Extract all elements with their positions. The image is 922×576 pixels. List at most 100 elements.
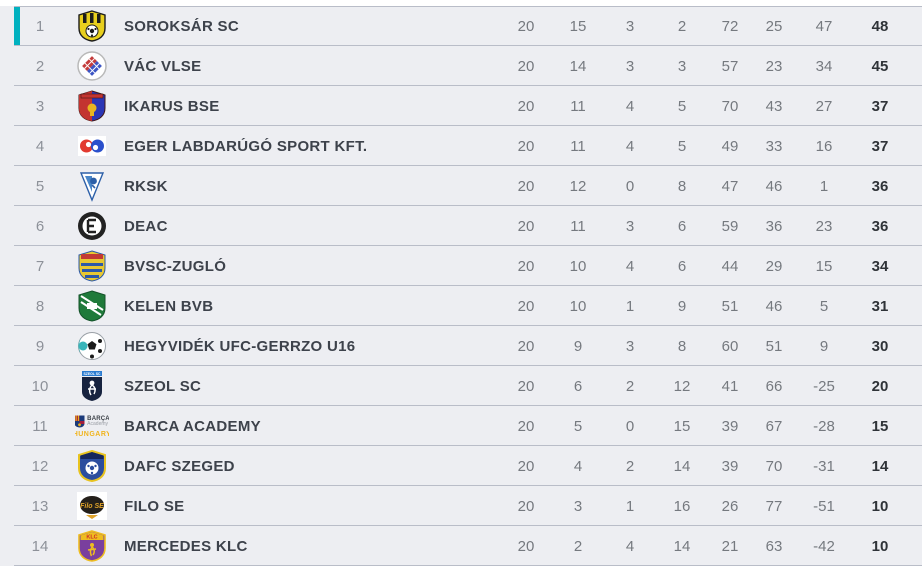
stat-goals-against: 63 bbox=[765, 537, 783, 555]
stat-points: 37 bbox=[871, 137, 889, 155]
stat-goal-difference: 1 bbox=[819, 177, 829, 195]
stats-group: 20 12 0 8 47 46 1 36 bbox=[500, 178, 908, 195]
stats-group: 20 6 2 12 41 66 -25 20 bbox=[500, 378, 908, 395]
stat-played: 20 bbox=[517, 57, 535, 75]
stat-played: 20 bbox=[517, 537, 535, 555]
stat-draws: 4 bbox=[625, 137, 635, 155]
stat-draws: 0 bbox=[625, 417, 635, 435]
hegyvidek-ufc-crest bbox=[75, 329, 109, 363]
stat-goals-for: 26 bbox=[721, 497, 739, 515]
ikarus-bse-crest bbox=[75, 89, 109, 123]
team-name[interactable]: VÁC VLSE bbox=[124, 57, 202, 75]
table-row[interactable]: 7 BVSC-ZUGLÓ 20 10 4 6 44 29 15 34 bbox=[0, 246, 922, 286]
stat-wins: 9 bbox=[573, 337, 583, 355]
team-name[interactable]: EGER LABDARÚGÓ SPORT KFT. bbox=[124, 137, 368, 155]
stat-wins: 11 bbox=[570, 137, 586, 155]
table-row[interactable]: 13 Filo SE FILO SE 20 3 1 16 26 77 -51 1… bbox=[0, 486, 922, 526]
stat-draws: 1 bbox=[625, 497, 635, 515]
stat-goals-for: 21 bbox=[721, 537, 739, 555]
stat-points: 10 bbox=[871, 537, 889, 555]
stat-points: 36 bbox=[871, 177, 889, 195]
stat-wins: 15 bbox=[569, 17, 587, 35]
stat-losses: 8 bbox=[677, 177, 687, 195]
team-name[interactable]: RKSK bbox=[124, 177, 168, 195]
stat-wins: 3 bbox=[573, 497, 583, 515]
stat-draws: 3 bbox=[625, 57, 635, 75]
svg-text:KLC: KLC bbox=[86, 535, 97, 541]
table-row[interactable]: 11 BARÇA Academy HUNGARY BARCA ACADEMY 20 … bbox=[0, 406, 922, 446]
table-row[interactable]: 8 KELEN BVB 20 10 1 9 51 46 5 31 bbox=[0, 286, 922, 326]
position-number: 13 bbox=[31, 497, 49, 515]
stat-points: 37 bbox=[871, 97, 889, 115]
stat-wins: 10 bbox=[569, 297, 587, 315]
position-number: 5 bbox=[35, 177, 45, 195]
stat-losses: 16 bbox=[673, 497, 691, 515]
table-row[interactable]: 9 HEGYVIDÉK UFC-GERRZO U16 20 9 3 8 60 5… bbox=[0, 326, 922, 366]
team-name[interactable]: MERCEDES KLC bbox=[124, 537, 248, 555]
stat-goals-against: 29 bbox=[765, 257, 783, 275]
stat-goals-for: 57 bbox=[721, 57, 739, 75]
table-row[interactable]: 1 SOROKSÁR SC 20 15 3 2 72 25 47 48 bbox=[0, 6, 922, 46]
table-row[interactable]: 12 DAFC SZEGED 20 4 2 14 39 70 -31 14 bbox=[0, 446, 922, 486]
stat-goal-difference: 9 bbox=[819, 337, 829, 355]
stat-played: 20 bbox=[517, 257, 535, 275]
stat-wins: 12 bbox=[569, 177, 587, 195]
stat-wins: 2 bbox=[573, 537, 583, 555]
stat-goals-against: 23 bbox=[765, 57, 783, 75]
stat-goals-against: 70 bbox=[765, 457, 783, 475]
stat-losses: 15 bbox=[673, 417, 691, 435]
stat-goals-for: 59 bbox=[721, 217, 739, 235]
stat-draws: 4 bbox=[625, 537, 635, 555]
kelen-crest bbox=[75, 289, 109, 323]
position-number: 6 bbox=[35, 217, 45, 235]
team-name[interactable]: IKARUS BSE bbox=[124, 97, 220, 115]
stat-goals-for: 60 bbox=[721, 337, 739, 355]
stat-goal-difference: -28 bbox=[813, 417, 835, 435]
table-row[interactable]: 10 SZEOL SC SZEOL SC 20 6 2 12 41 66 -25… bbox=[0, 366, 922, 406]
rksk-crest bbox=[75, 169, 109, 203]
table-row[interactable]: 14 KLC MERCEDES KLC 20 2 4 14 21 63 -42 … bbox=[0, 526, 922, 566]
team-name[interactable]: FILO SE bbox=[124, 497, 185, 515]
stat-wins: 5 bbox=[573, 417, 583, 435]
stats-group: 20 9 3 8 60 51 9 30 bbox=[500, 338, 908, 355]
team-name[interactable]: DAFC SZEGED bbox=[124, 457, 235, 475]
stats-group: 20 5 0 15 39 67 -28 15 bbox=[500, 418, 908, 435]
stat-played: 20 bbox=[517, 497, 535, 515]
stat-goal-difference: 16 bbox=[815, 137, 833, 155]
stat-draws: 3 bbox=[625, 217, 635, 235]
stat-wins: 10 bbox=[569, 257, 587, 275]
stats-group: 20 11 3 6 59 36 23 36 bbox=[500, 218, 908, 235]
stat-losses: 5 bbox=[677, 137, 687, 155]
stat-goal-difference: 15 bbox=[815, 257, 833, 275]
stat-points: 20 bbox=[871, 377, 889, 395]
table-row[interactable]: 4 EGER LABDARÚGÓ SPORT KFT. 20 11 4 5 49… bbox=[0, 126, 922, 166]
team-name[interactable]: BARCA ACADEMY bbox=[124, 417, 261, 435]
position-number: 9 bbox=[35, 337, 45, 355]
table-row[interactable]: 2 VÁC VLSE 20 14 3 3 57 23 34 45 bbox=[0, 46, 922, 86]
stat-draws: 4 bbox=[625, 97, 635, 115]
stat-goals-against: 46 bbox=[765, 177, 783, 195]
team-name[interactable]: KELEN BVB bbox=[124, 297, 214, 315]
stats-group: 20 3 1 16 26 77 -51 10 bbox=[500, 498, 908, 515]
soroksar-sc-crest bbox=[75, 9, 109, 43]
table-row[interactable]: 6 DEAC 20 11 3 6 59 36 23 36 bbox=[0, 206, 922, 246]
stat-losses: 3 bbox=[677, 57, 687, 75]
leader-accent-bar bbox=[14, 7, 20, 45]
stat-goal-difference: 5 bbox=[819, 297, 829, 315]
stat-goals-against: 25 bbox=[765, 17, 783, 35]
table-row[interactable]: 5 RKSK 20 12 0 8 47 46 1 36 bbox=[0, 166, 922, 206]
eger-crest bbox=[75, 129, 109, 163]
team-name[interactable]: SZEOL SC bbox=[124, 377, 202, 395]
team-name[interactable]: SOROKSÁR SC bbox=[124, 17, 239, 35]
stat-played: 20 bbox=[517, 377, 535, 395]
stat-draws: 1 bbox=[625, 297, 635, 315]
table-row[interactable]: 3 IKARUS BSE 20 11 4 5 70 43 27 37 bbox=[0, 86, 922, 126]
stat-losses: 14 bbox=[673, 457, 691, 475]
stat-points: 15 bbox=[871, 417, 889, 435]
team-name[interactable]: BVSC-ZUGLÓ bbox=[124, 257, 227, 275]
team-name[interactable]: DEAC bbox=[124, 217, 168, 235]
team-name[interactable]: HEGYVIDÉK UFC-GERRZO U16 bbox=[124, 337, 356, 355]
mercedes-klc-crest: KLC bbox=[75, 529, 109, 563]
stat-played: 20 bbox=[517, 97, 535, 115]
